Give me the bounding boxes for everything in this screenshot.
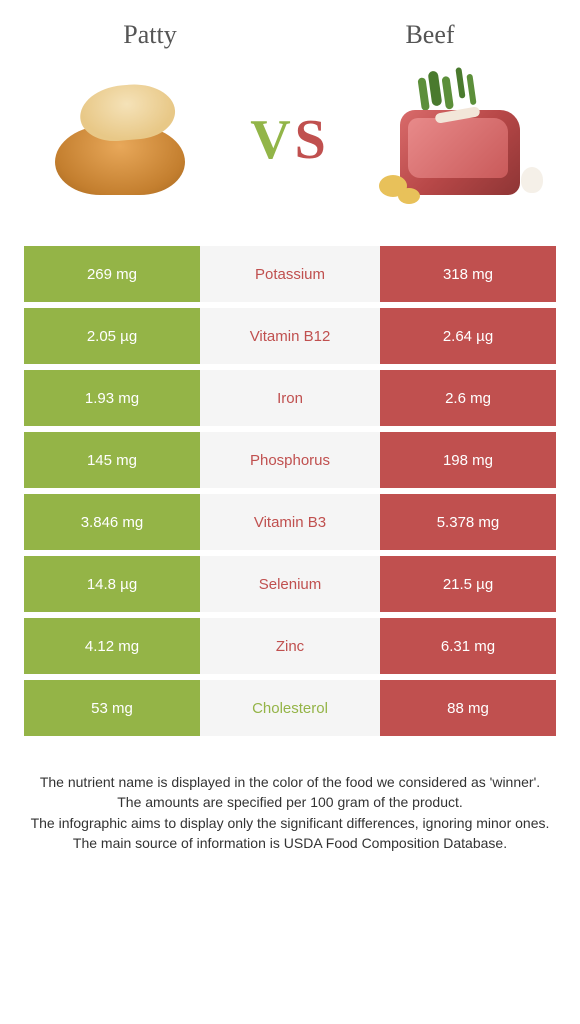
value-left: 53 mg	[24, 680, 200, 736]
food-right-title: Beef	[340, 20, 520, 50]
value-left: 145 mg	[24, 432, 200, 488]
food-right-image	[370, 70, 550, 210]
food-left-title: Patty	[60, 20, 240, 50]
nutrient-name: Zinc	[200, 618, 380, 674]
table-row: 269 mgPotassium318 mg	[24, 246, 556, 302]
beef-icon	[375, 75, 545, 205]
header: Patty Beef	[0, 0, 580, 60]
value-right: 5.378 mg	[380, 494, 556, 550]
table-row: 14.8 µgSelenium21.5 µg	[24, 556, 556, 612]
value-right: 2.6 mg	[380, 370, 556, 426]
value-left: 2.05 µg	[24, 308, 200, 364]
value-left: 14.8 µg	[24, 556, 200, 612]
value-left: 4.12 mg	[24, 618, 200, 674]
table-row: 53 mgCholesterol88 mg	[24, 680, 556, 736]
patty-icon	[45, 85, 195, 195]
table-row: 2.05 µgVitamin B122.64 µg	[24, 308, 556, 364]
table-row: 3.846 mgVitamin B35.378 mg	[24, 494, 556, 550]
value-left: 3.846 mg	[24, 494, 200, 550]
value-left: 1.93 mg	[24, 370, 200, 426]
value-right: 21.5 µg	[380, 556, 556, 612]
footer-line: The main source of information is USDA F…	[26, 833, 554, 853]
nutrient-name: Phosphorus	[200, 432, 380, 488]
table-row: 1.93 mgIron2.6 mg	[24, 370, 556, 426]
nutrient-name: Vitamin B3	[200, 494, 380, 550]
hero-row: VS	[0, 60, 580, 240]
food-left-image	[30, 70, 210, 210]
value-right: 2.64 µg	[380, 308, 556, 364]
vs-label: VS	[250, 108, 330, 172]
nutrient-name: Iron	[200, 370, 380, 426]
value-right: 88 mg	[380, 680, 556, 736]
value-right: 6.31 mg	[380, 618, 556, 674]
nutrient-name: Selenium	[200, 556, 380, 612]
nutrient-name: Vitamin B12	[200, 308, 380, 364]
footer-line: The nutrient name is displayed in the co…	[26, 772, 554, 792]
value-right: 318 mg	[380, 246, 556, 302]
vs-s: S	[295, 109, 330, 171]
nutrient-name: Potassium	[200, 246, 380, 302]
footer-notes: The nutrient name is displayed in the co…	[0, 742, 580, 873]
footer-line: The amounts are specified per 100 gram o…	[26, 792, 554, 812]
nutrient-table: 269 mgPotassium318 mg2.05 µgVitamin B122…	[24, 240, 556, 742]
table-row: 145 mgPhosphorus198 mg	[24, 432, 556, 488]
value-left: 269 mg	[24, 246, 200, 302]
value-right: 198 mg	[380, 432, 556, 488]
vs-v: V	[250, 109, 294, 171]
footer-line: The infographic aims to display only the…	[26, 813, 554, 833]
table-row: 4.12 mgZinc6.31 mg	[24, 618, 556, 674]
nutrient-name: Cholesterol	[200, 680, 380, 736]
